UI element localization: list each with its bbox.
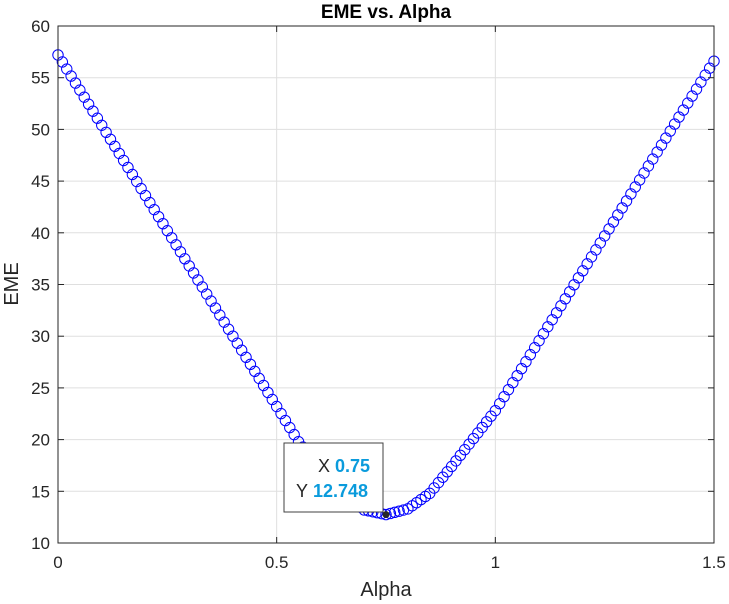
y-tick-label: 20	[31, 431, 50, 450]
datatip-y-label: Y	[296, 481, 308, 501]
x-tick-label: 0	[53, 553, 62, 572]
y-tick-label: 50	[31, 120, 50, 139]
y-axis-title: EME	[1, 262, 23, 305]
y-tick-label: 10	[31, 534, 50, 553]
datatip-x-label: X	[318, 456, 330, 476]
data-point	[380, 508, 392, 521]
datatip[interactable]: X 0.75 Y 12.748	[283, 442, 390, 519]
y-tick-label: 30	[31, 327, 50, 346]
data-point	[389, 506, 401, 519]
axis-ticks: 0 0.5 1 1.5 10 15 20 25 30 35 40 45 50 55 60	[31, 17, 726, 572]
y-tick-label: 15	[31, 482, 50, 501]
datatip-x-value: 0.75	[335, 456, 370, 476]
y-tick-label: 55	[31, 69, 50, 88]
x-tick-label: 0.5	[265, 553, 289, 572]
x-tick-label: 1.5	[702, 553, 726, 572]
datatip-marker	[382, 511, 390, 519]
y-tick-label: 45	[31, 172, 50, 191]
y-tick-label: 60	[31, 17, 50, 36]
y-tick-label: 40	[31, 224, 50, 243]
x-tick-label: 1	[491, 553, 500, 572]
y-tick-label: 35	[31, 276, 50, 295]
datatip-y-value: 12.748	[313, 481, 368, 501]
chart-title: EME vs. Alpha	[321, 2, 452, 23]
datatip-box	[283, 442, 384, 513]
y-tick-label: 25	[31, 379, 50, 398]
data-point	[393, 505, 405, 517]
x-axis-title: Alpha	[360, 579, 412, 601]
